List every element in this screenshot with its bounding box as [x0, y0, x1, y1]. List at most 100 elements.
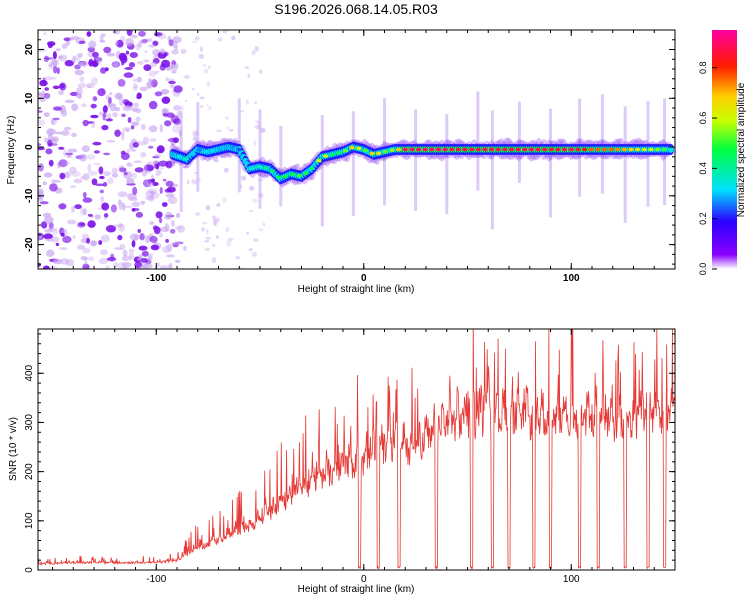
- noise-blob: [73, 178, 83, 184]
- noise-dot: [212, 215, 217, 221]
- noise-blob: [86, 154, 96, 160]
- noise-blob: [53, 65, 58, 74]
- ridge-core: [269, 169, 276, 173]
- noise-dot: [226, 126, 229, 130]
- noise-dot: [260, 127, 266, 133]
- ridge-core: [555, 147, 561, 152]
- ridge-core: [601, 147, 608, 152]
- ridge-core: [216, 147, 222, 152]
- noise-blob: [58, 159, 68, 168]
- noise-dot: [191, 87, 195, 91]
- ridge-core: [635, 147, 641, 152]
- ridge-streak: [320, 115, 324, 227]
- noise-blob: [161, 202, 168, 207]
- noise-blob: [60, 232, 65, 237]
- ridge-core: [435, 147, 442, 152]
- noise-blob: [124, 67, 133, 70]
- noise-blob: [38, 262, 42, 267]
- ridge-core: [249, 166, 256, 171]
- noise-blob: [74, 64, 81, 70]
- noise-blob: [141, 39, 148, 44]
- noise-blob: [135, 116, 141, 122]
- noise-blob: [171, 49, 179, 55]
- noise-dot: [245, 99, 249, 105]
- noise-blob: [120, 132, 125, 141]
- spectrogram-x-axis-label: Height of straight line (km): [298, 284, 415, 295]
- noise-blob: [152, 40, 159, 46]
- noise-blob: [88, 40, 97, 49]
- noise-blob: [172, 40, 178, 49]
- noise-blob: [142, 136, 149, 145]
- noise-blob: [38, 163, 44, 172]
- noise-dot: [253, 140, 257, 146]
- noise-dot: [198, 53, 204, 60]
- noise-blob: [125, 128, 130, 132]
- noise-blob: [60, 258, 70, 265]
- noise-blob: [50, 58, 60, 67]
- noise-dot: [202, 221, 208, 225]
- noise-dot: [205, 236, 211, 240]
- noise-blob: [171, 60, 177, 66]
- noise-blob: [92, 96, 98, 102]
- noise-blob: [132, 82, 138, 91]
- ridge-core: [296, 173, 302, 178]
- noise-blob: [123, 72, 134, 78]
- noise-blob: [109, 92, 113, 96]
- noise-blob: [43, 265, 50, 269]
- noise-blob: [93, 162, 101, 166]
- noise-blob: [131, 208, 136, 212]
- noise-blob: [75, 92, 82, 99]
- noise-blob: [134, 85, 138, 89]
- noise-blob: [66, 219, 77, 225]
- noise-blob: [63, 37, 72, 42]
- noise-blob: [141, 169, 147, 177]
- noise-blob: [81, 233, 89, 239]
- noise-dot: [235, 256, 240, 260]
- noise-blob: [141, 123, 146, 131]
- noise-dot: [200, 46, 203, 53]
- noise-blob: [90, 114, 99, 119]
- y-tick-label: 200: [24, 463, 35, 480]
- noise-blob: [145, 195, 155, 201]
- ridge-core: [376, 151, 382, 156]
- noise-blob: [69, 185, 77, 189]
- figure-title: S196.2026.068.14.05.R03: [274, 1, 438, 17]
- noise-blob: [132, 142, 139, 148]
- noise-blob: [131, 121, 140, 127]
- noise-blob: [164, 223, 170, 232]
- noise-blob: [126, 178, 135, 185]
- noise-dot: [206, 81, 211, 87]
- ridge-core: [263, 166, 269, 170]
- noise-blob: [159, 232, 164, 238]
- noise-blob: [146, 161, 155, 166]
- noise-blob: [108, 103, 117, 107]
- ridge-core: [508, 147, 515, 152]
- noise-blob: [86, 237, 90, 244]
- ridge-core: [621, 147, 628, 152]
- noise-dot: [227, 237, 234, 242]
- noise-dot: [249, 185, 255, 191]
- noise-blob: [91, 77, 98, 85]
- noise-blob: [135, 211, 144, 218]
- noise-blob: [145, 190, 155, 198]
- noise-blob: [118, 223, 126, 232]
- noise-blob: [62, 235, 72, 244]
- noise-blob: [99, 175, 105, 180]
- noise-blob: [52, 229, 58, 235]
- noise-blob: [55, 48, 61, 52]
- noise-blob: [101, 124, 109, 131]
- noise-blob: [59, 172, 66, 180]
- noise-blob: [153, 160, 159, 165]
- noise-dot: [240, 175, 247, 181]
- noise-blob: [74, 69, 85, 76]
- noise-blob: [90, 240, 95, 247]
- noise-blob: [79, 76, 85, 83]
- noise-blob: [104, 217, 108, 220]
- noise-blob: [85, 82, 95, 89]
- noise-blob: [43, 112, 50, 117]
- ridge-core: [469, 147, 475, 152]
- noise-blob: [137, 61, 144, 65]
- noise-blob: [51, 59, 58, 66]
- ridge-core: [648, 147, 654, 152]
- noise-blob: [144, 235, 151, 244]
